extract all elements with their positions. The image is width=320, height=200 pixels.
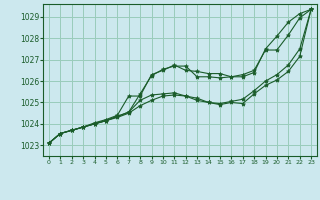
Text: Graphe pression niveau de la mer (hPa): Graphe pression niveau de la mer (hPa) [58,184,262,193]
